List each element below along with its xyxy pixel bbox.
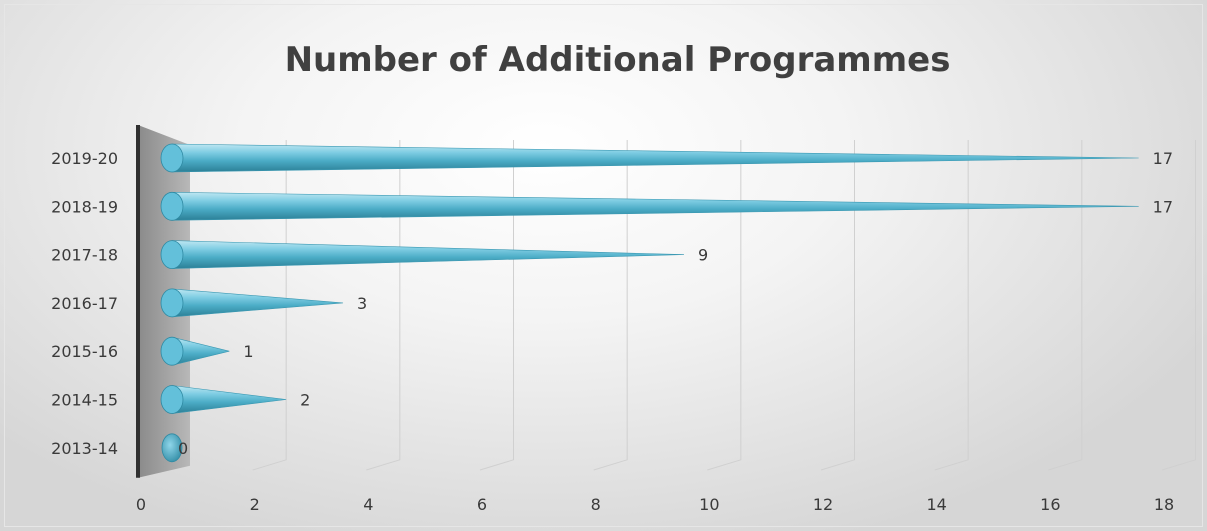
x-tick-label: 4 bbox=[363, 495, 373, 514]
gridline bbox=[707, 140, 742, 471]
x-tick-label: 10 bbox=[699, 495, 719, 514]
bar-base bbox=[160, 288, 184, 318]
x-tick-label: 2 bbox=[250, 495, 260, 514]
data-label: 2 bbox=[300, 391, 310, 410]
bar-cone bbox=[171, 191, 1139, 221]
y-tick-label: 2015-16 bbox=[51, 342, 118, 361]
bar-cone bbox=[171, 240, 685, 269]
y-tick-label: 2016-17 bbox=[51, 294, 118, 313]
bar-cone bbox=[171, 385, 287, 414]
data-label: 9 bbox=[698, 246, 708, 265]
data-label: 17 bbox=[1153, 197, 1173, 216]
bar-base bbox=[160, 240, 184, 270]
chart-title: Number of Additional Programmes bbox=[284, 40, 951, 80]
bar bbox=[160, 336, 230, 366]
bar-base bbox=[160, 336, 184, 366]
data-label: 17 bbox=[1153, 149, 1173, 168]
bar bbox=[160, 143, 1139, 173]
bar bbox=[161, 433, 183, 463]
gridline bbox=[366, 140, 401, 471]
gridline bbox=[934, 140, 969, 471]
gridline bbox=[479, 140, 514, 471]
y-tick-label: 2019-20 bbox=[51, 149, 118, 168]
y-tick-label: 2013-14 bbox=[51, 439, 118, 458]
bar bbox=[160, 288, 344, 318]
y-tick-label: 2018-19 bbox=[51, 197, 118, 216]
bar-base bbox=[160, 143, 184, 173]
bar-cone bbox=[171, 288, 344, 318]
gridline bbox=[1161, 140, 1196, 471]
y-tick-label: 2014-15 bbox=[51, 391, 118, 410]
data-label: 1 bbox=[243, 342, 253, 361]
x-tick-label: 14 bbox=[926, 495, 946, 514]
gridline bbox=[820, 140, 855, 471]
data-label: 3 bbox=[357, 294, 367, 313]
bar-base bbox=[160, 385, 184, 414]
x-tick-label: 18 bbox=[1154, 495, 1174, 514]
bar-base bbox=[160, 191, 184, 221]
bar bbox=[160, 385, 287, 414]
bar bbox=[160, 240, 685, 270]
x-tick-label: 6 bbox=[477, 495, 487, 514]
x-tick-label: 16 bbox=[1040, 495, 1060, 514]
gridline bbox=[1048, 140, 1083, 471]
y-tick-label: 2017-18 bbox=[51, 246, 118, 265]
data-label: 0 bbox=[178, 439, 188, 458]
bar-cone bbox=[171, 143, 1139, 173]
x-tick-label: 8 bbox=[591, 495, 601, 514]
bar bbox=[160, 191, 1139, 221]
bar-base bbox=[161, 433, 183, 463]
gridline bbox=[593, 140, 628, 471]
x-tick-label: 12 bbox=[813, 495, 833, 514]
x-tick-label: 0 bbox=[136, 495, 146, 514]
